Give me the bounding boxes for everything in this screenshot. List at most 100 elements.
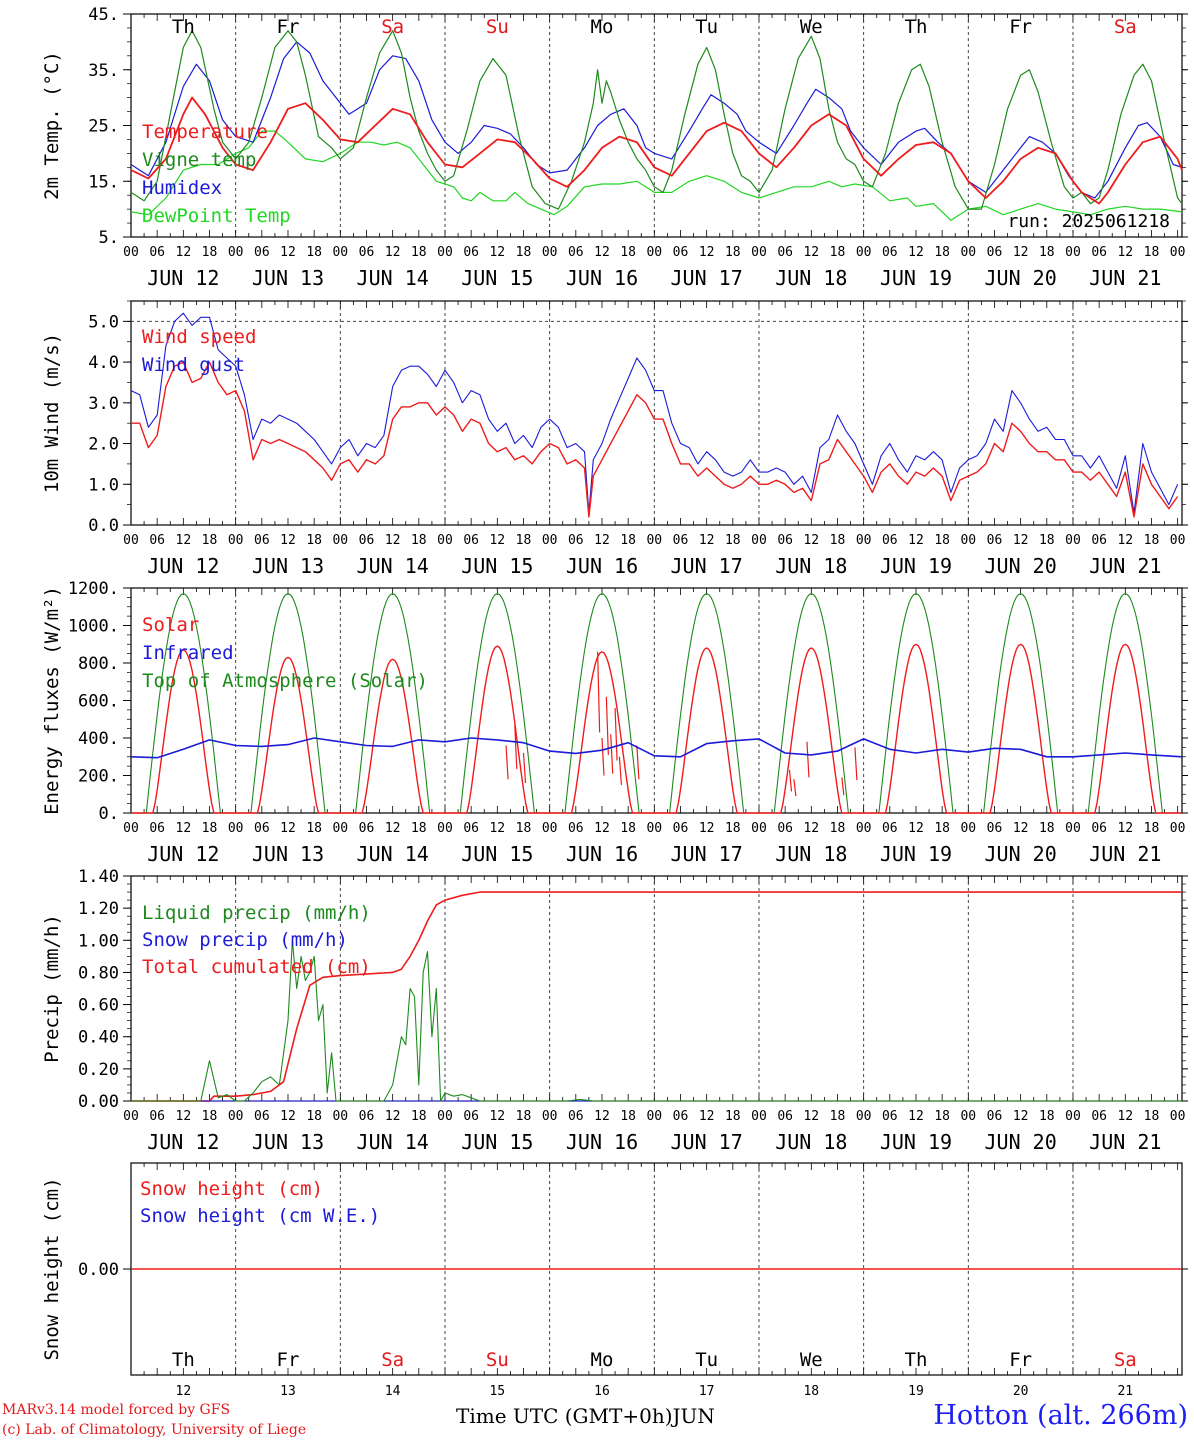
- hour-tick-label: 12: [594, 1109, 610, 1124]
- date-label: JUN 17: [671, 1130, 743, 1154]
- hour-tick-label: 00: [332, 533, 348, 548]
- hour-tick-label: 18: [1039, 533, 1055, 548]
- hour-tick-label: 00: [123, 245, 139, 260]
- hour-tick-label: 00: [542, 533, 558, 548]
- solar-spike: [514, 724, 518, 769]
- day-of-week-label: We: [800, 16, 823, 38]
- hour-tick-label: 12: [489, 533, 505, 548]
- hour-tick-label: 18: [411, 821, 427, 836]
- legend-entry: Liquid precip (mm/h): [142, 902, 371, 924]
- y-tick-label: 0.40: [78, 1028, 119, 1048]
- day-of-week-label: Sa: [1114, 1349, 1137, 1371]
- day-of-week-label: We: [800, 1349, 823, 1371]
- hour-tick-label: 18: [306, 821, 322, 836]
- legend-entry: Humidex: [142, 177, 222, 199]
- hour-tick-label: 18: [306, 533, 322, 548]
- day-of-week-label: Su: [486, 16, 509, 38]
- hour-tick-label: 12: [1013, 245, 1029, 260]
- date-label: JUN 16: [566, 554, 638, 578]
- hour-tick-label: 00: [856, 533, 872, 548]
- hour-tick-label: 00: [123, 533, 139, 548]
- hour-tick-label: 00: [646, 821, 662, 836]
- hour-tick-label: 12: [280, 533, 296, 548]
- hour-tick-label: 18: [620, 533, 636, 548]
- station-label: Hotton (alt. 266m): [933, 1400, 1188, 1431]
- hour-tick-label: 06: [568, 1109, 584, 1124]
- hour-tick-label: 06: [777, 533, 793, 548]
- solar-spike: [505, 745, 509, 780]
- series-line-liquid-precip-mm-h: [131, 939, 1182, 1102]
- hour-tick-label: 00: [123, 1109, 139, 1124]
- hour-tick-label: 18: [202, 245, 218, 260]
- hour-tick-label: 06: [777, 821, 793, 836]
- date-label: JUN 12: [147, 1130, 219, 1154]
- series-line-vigne-temp: [130, 30, 1183, 210]
- hour-tick-label: 18: [1144, 821, 1160, 836]
- y-tick-label: 25.: [88, 117, 119, 137]
- date-label: JUN 14: [357, 554, 429, 578]
- panel-snow: 0.00 Snow height (cm) Snow height (cm) Snow…: [41, 1162, 1188, 1399]
- date-label: JUN 14: [357, 266, 429, 290]
- y-tick-label: 3.0: [88, 394, 119, 414]
- y-tick-label: 200.: [78, 767, 119, 787]
- panel-temp: 5. 15. 25. 35. 45. 2m Temp. (°C) 00 06 12 18 00 06 1…: [41, 5, 1188, 290]
- hour-tick-label: 06: [777, 1109, 793, 1124]
- hour-tick-label: 06: [882, 245, 898, 260]
- date-label: JUN 12: [147, 554, 219, 578]
- hour-tick-label: 12: [1117, 821, 1133, 836]
- hour-tick-label: 00: [960, 1109, 976, 1124]
- solar-spike: [841, 777, 845, 796]
- day-number-label: 21: [1117, 1384, 1133, 1399]
- hour-tick-label: 06: [673, 821, 689, 836]
- y-tick-label: 400.: [78, 729, 119, 749]
- hour-tick-label: 12: [803, 245, 819, 260]
- series-line-temperature: [130, 96, 1183, 205]
- date-label: JUN 13: [252, 266, 324, 290]
- hour-tick-label: 06: [882, 1109, 898, 1124]
- hour-tick-label: 06: [987, 245, 1003, 260]
- hour-tick-label: 06: [149, 245, 165, 260]
- day-of-week-label: Fr: [1009, 16, 1032, 38]
- hour-tick-label: 12: [803, 821, 819, 836]
- hour-tick-label: 00: [228, 1109, 244, 1124]
- y-tick-label: 600.: [78, 692, 119, 712]
- hour-tick-label: 06: [777, 245, 793, 260]
- hour-tick-label: 06: [987, 1109, 1003, 1124]
- day-of-week-label: Th: [905, 1349, 928, 1371]
- solar-spike: [618, 756, 623, 785]
- legend-entry: Total cumulated (cm): [142, 956, 371, 978]
- hour-tick-label: 06: [149, 1109, 165, 1124]
- y-tick-label: 0.60: [78, 996, 119, 1016]
- day-of-week-label: Th: [905, 16, 928, 38]
- hour-tick-label: 00: [1170, 821, 1186, 836]
- hour-tick-label: 00: [751, 821, 767, 836]
- legend-entry: Vigne temp: [142, 149, 256, 171]
- plot-frame: [130, 13, 1183, 238]
- hour-tick-label: 12: [385, 533, 401, 548]
- hour-tick-label: 00: [542, 1109, 558, 1124]
- day-of-week-label: Sa: [381, 1349, 404, 1371]
- date-label: JUN 20: [985, 1130, 1057, 1154]
- hour-tick-label: 00: [1170, 1109, 1186, 1124]
- hour-tick-label: 18: [725, 533, 741, 548]
- hour-tick-label: 18: [725, 821, 741, 836]
- hour-tick-label: 18: [1144, 533, 1160, 548]
- hour-tick-label: 12: [908, 245, 924, 260]
- day-of-week-label: Su: [486, 1349, 509, 1371]
- hour-tick-label: 06: [882, 821, 898, 836]
- date-label: JUN 15: [461, 1130, 533, 1154]
- hour-tick-label: 18: [411, 1109, 427, 1124]
- day-number-label: 15: [489, 1384, 505, 1399]
- hour-tick-label: 12: [385, 1109, 401, 1124]
- day-of-week-label: Mo: [591, 16, 614, 38]
- date-label: JUN 15: [461, 266, 533, 290]
- hour-tick-label: 12: [176, 821, 192, 836]
- panel-wind: 0.0 1.0 2.0 3.0 4.0 5.0 10m Wind (m/s) 00 06 12 18…: [41, 300, 1188, 578]
- series-line-wind-gust: [130, 312, 1179, 514]
- panel-precip: 0.00 0.20 0.40 0.60 0.80 1.00 1.20 1.40 Precip (…: [41, 867, 1188, 1154]
- y-tick-label: 0.00: [78, 1260, 119, 1280]
- plot-frame: [130, 587, 1183, 814]
- solar-spike: [610, 734, 614, 774]
- hour-tick-label: 06: [673, 1109, 689, 1124]
- hour-tick-label: 06: [1091, 245, 1107, 260]
